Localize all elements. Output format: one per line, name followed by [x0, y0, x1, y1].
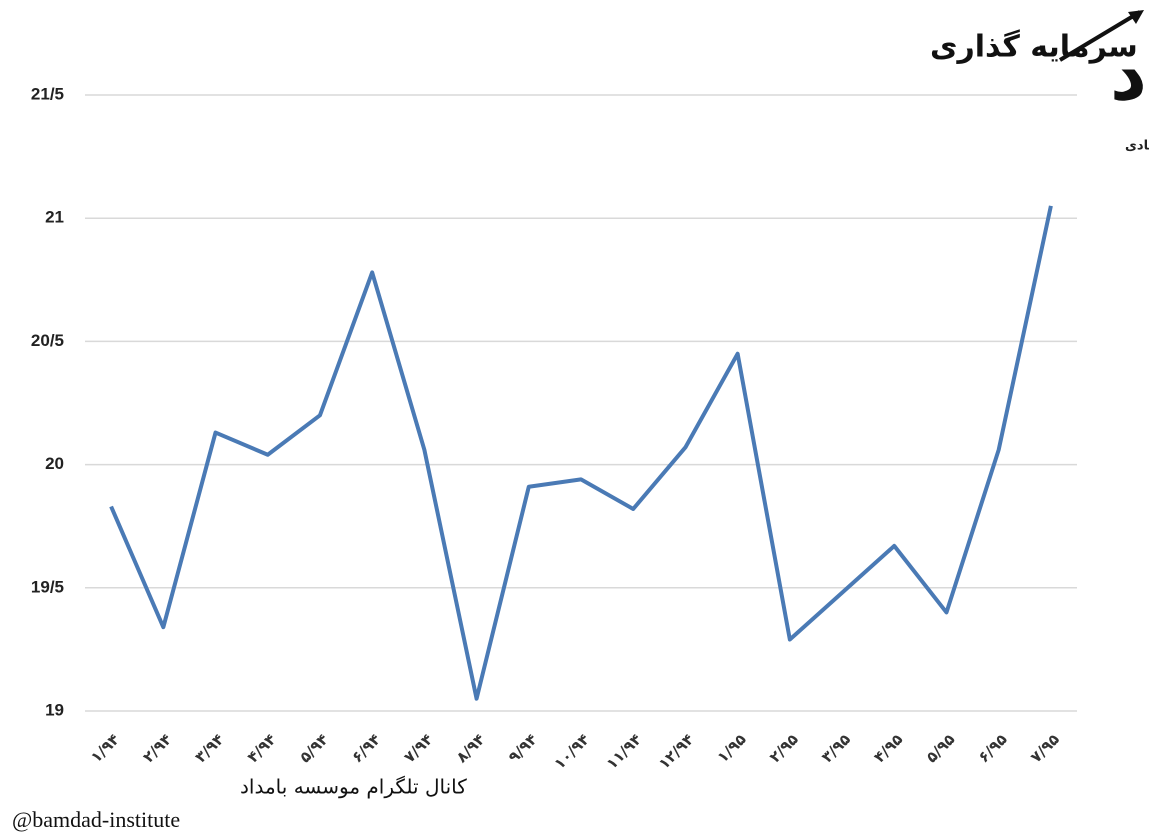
x-tick-label: ۷/۹۴	[400, 730, 436, 766]
x-tick-label: ۳/۹۴	[192, 730, 228, 766]
y-tick-label: 21/5	[31, 84, 64, 103]
logo-name: بامداد	[1110, 33, 1149, 117]
y-tick-label: 19	[45, 700, 64, 719]
x-tick-label: ۱/۹۴	[87, 730, 123, 766]
x-tick-label: ۱/۹۵	[714, 730, 750, 766]
x-tick-label: ۲/۹۴	[139, 730, 175, 766]
logo: بامداد موسسه مطالعات اقتصادی	[1058, 10, 1149, 154]
footer-channel: کانال تلگرام موسسه بامداد	[240, 775, 467, 799]
x-tick-label: ۵/۹۵	[922, 730, 958, 766]
logo-arrowhead	[1128, 10, 1144, 24]
chart-title: بررسی روند تغییرات نرخ بازده صندوق های س…	[930, 29, 1149, 65]
x-tick-label: ۴/۹۵	[870, 730, 906, 766]
y-tick-label: 20	[45, 454, 64, 473]
x-tick-label: ۱۲/۹۴	[655, 730, 698, 773]
data-line	[109, 205, 1053, 701]
x-tick-label: ۲/۹۵	[766, 730, 802, 766]
x-tick-label: ۷/۹۵	[1027, 730, 1063, 766]
logo-arrow	[1058, 10, 1142, 62]
x-tick-label: ۴/۹۴	[244, 730, 280, 766]
x-tick-label: ۱۱/۹۴	[603, 730, 646, 773]
footer-handle: @bamdad-institute	[12, 807, 180, 832]
x-tick-label: ۵/۹۴	[296, 730, 332, 766]
x-tick-label: ۳/۹۵	[818, 730, 854, 766]
y-tick-label: 20/5	[31, 331, 64, 350]
x-tick-label: ۱۰/۹۴	[551, 730, 594, 773]
y-tick-label: 19/5	[31, 577, 64, 596]
y-tick-label: 21	[45, 208, 64, 227]
x-tick-label: ۸/۹۴	[453, 730, 489, 766]
x-tick-label: ۹/۹۴	[505, 730, 541, 766]
logo-subtitle: موسسه مطالعات اقتصادی	[1125, 139, 1149, 154]
x-tick-label: ۶/۹۴	[348, 730, 384, 766]
x-tick-label: ۶/۹۵	[975, 730, 1011, 766]
